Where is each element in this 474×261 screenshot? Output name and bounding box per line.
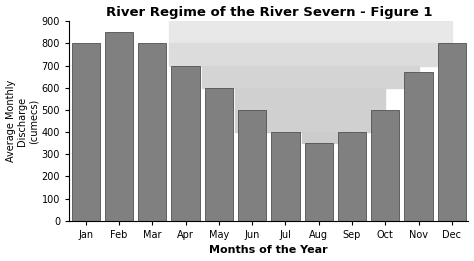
Bar — [172, 66, 200, 221]
Bar — [271, 132, 300, 221]
Bar — [169, 21, 452, 43]
Bar — [304, 143, 333, 221]
Bar — [404, 72, 433, 221]
Title: River Regime of the River Severn - Figure 1: River Regime of the River Severn - Figur… — [106, 5, 432, 19]
X-axis label: Months of the Year: Months of the Year — [210, 245, 328, 256]
Bar — [205, 88, 233, 221]
Bar — [169, 43, 452, 66]
Bar — [371, 110, 400, 221]
Bar — [338, 132, 366, 221]
Y-axis label: Average Monthly
Discharge
(cumecs): Average Monthly Discharge (cumecs) — [6, 80, 39, 162]
Bar — [236, 88, 385, 132]
Bar — [238, 110, 266, 221]
Bar — [202, 66, 419, 88]
Bar — [72, 43, 100, 221]
Bar — [138, 43, 166, 221]
Bar — [438, 43, 466, 221]
Bar — [302, 132, 352, 143]
Bar — [105, 32, 133, 221]
